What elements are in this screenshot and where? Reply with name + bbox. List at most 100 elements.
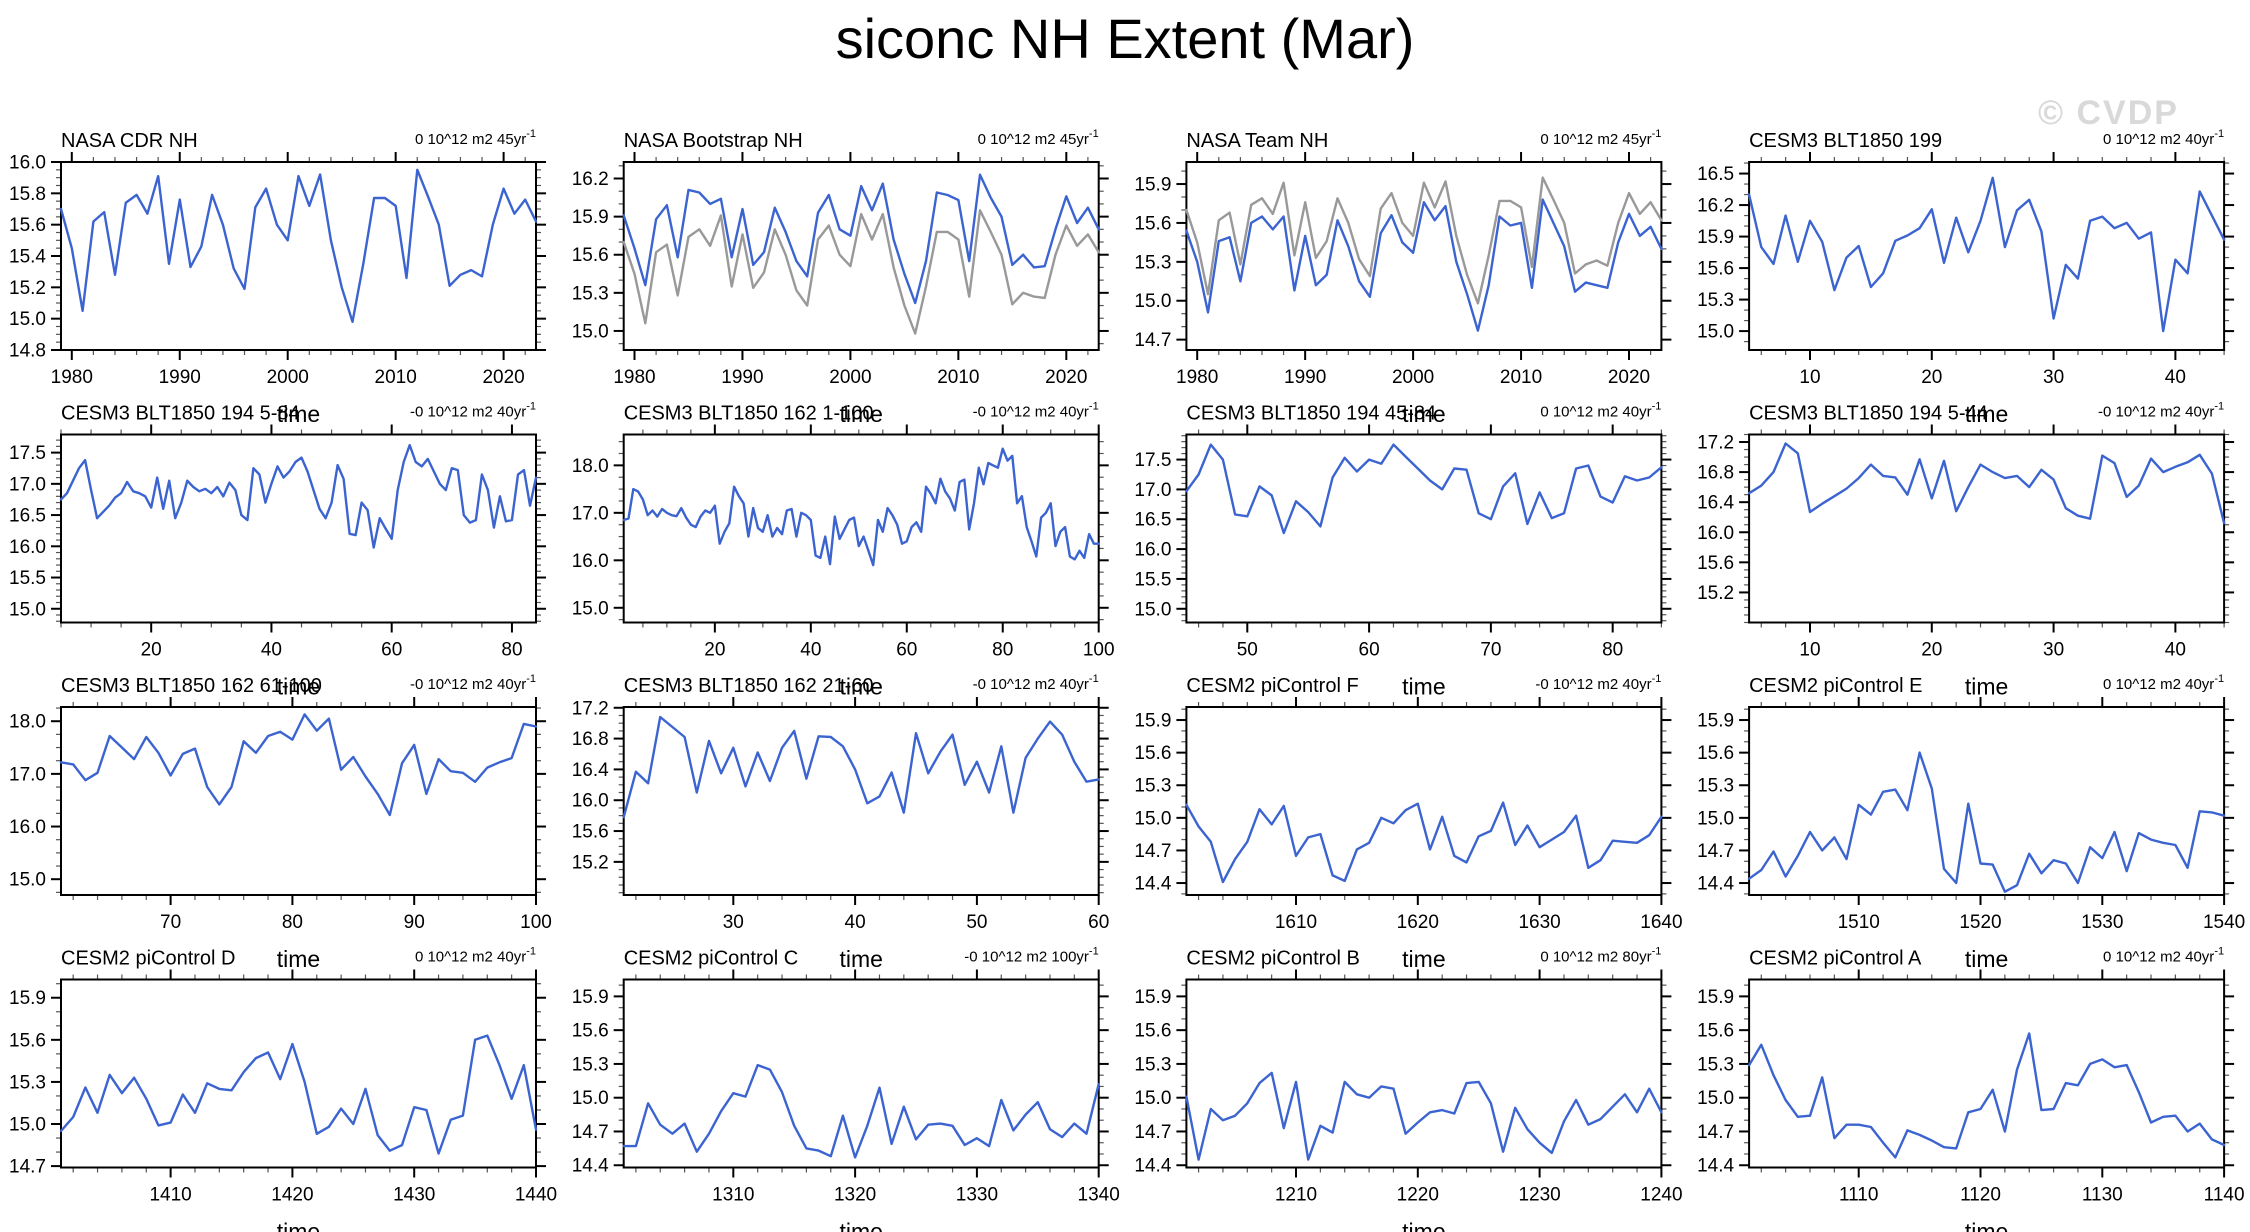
series-line-blue	[59, 168, 538, 323]
y-tick-label: 15.3	[572, 1054, 609, 1075]
plot-frame	[1185, 978, 1663, 1169]
x-tick-label: 1420	[271, 1185, 313, 1206]
x-tick-label: 100	[1083, 640, 1115, 661]
plot-frame	[1185, 706, 1663, 896]
x-tick-label: 2020	[1608, 367, 1650, 388]
y-tick-label: 14.7	[1134, 330, 1171, 351]
y-tick-label: 14.7	[572, 1122, 609, 1143]
x-tick-label: 1210	[1275, 1185, 1317, 1206]
series-line-blue	[1747, 751, 2226, 893]
x-tick-label: 1610	[1275, 912, 1317, 933]
trend-annotation: -0 10^12 m2 40yr-1	[410, 401, 536, 421]
y-tick-label: 17.5	[9, 443, 46, 464]
trend-annotation: 0 10^12 m2 40yr-1	[2103, 128, 2224, 148]
y-tick-label: 15.6	[1134, 743, 1171, 764]
x-tick-label: 2000	[267, 367, 309, 388]
series-line-blue	[1747, 176, 2226, 333]
y-tick-label: 15.9	[1134, 711, 1171, 732]
x-axis-label: time	[839, 1219, 882, 1232]
y-tick-label: 16.0	[9, 537, 46, 558]
plot-frame	[60, 161, 537, 351]
x-tick-label: 2010	[937, 367, 979, 388]
y-tick-label: 15.3	[1134, 776, 1171, 797]
y-tick-label: 15.6	[572, 822, 609, 843]
x-tick-label: 1440	[515, 1185, 557, 1206]
chart-panel: 1980 1990 2000 2010 2020 14.8 15.0 15.2 15.4 15.6…	[9, 128, 546, 427]
y-tick-label: 17.0	[9, 474, 46, 495]
plot-frame	[622, 706, 1100, 896]
cvdp-watermark: © CVDP	[2038, 94, 2179, 132]
series-line-blue	[1747, 1032, 2226, 1159]
chart-panel: 20 40 60 80 15.0 15.5 16.0 16.5 17.0 17.5 CESM3 BL…	[9, 401, 546, 700]
x-tick-label: 20	[141, 640, 162, 661]
x-tick-label: 30	[2043, 640, 2064, 661]
chart-panel: 70 80 90 100 15.0 16.0 17.0 18.0 CESM3 BLT1850 1…	[9, 673, 552, 972]
y-tick-label: 15.9	[1134, 987, 1171, 1008]
y-tick-label: 14.4	[1697, 1156, 1734, 1177]
y-tick-label: 15.6	[1134, 213, 1171, 234]
series-line-blue	[1185, 443, 1663, 535]
y-tick-label: 15.9	[1697, 711, 1734, 732]
x-tick-label: 1530	[2081, 912, 2123, 933]
x-tick-label: 60	[896, 640, 917, 661]
series-line-gray	[622, 209, 1100, 335]
panel-title: CESM3 BLT1850 162 21-60	[624, 675, 874, 697]
x-axis-label: time	[1402, 946, 1445, 972]
plot-frame	[1748, 161, 2226, 351]
y-tick-label: 14.4	[1134, 874, 1171, 895]
y-tick-label: 15.3	[1134, 252, 1171, 273]
y-tick-label: 15.0	[1134, 599, 1171, 620]
x-axis-label: time	[1965, 946, 2008, 972]
y-tick-label: 14.4	[1134, 1156, 1171, 1177]
plot-frame	[1748, 433, 2226, 624]
y-tick-label: 16.8	[572, 729, 609, 750]
y-tick-label: 15.5	[9, 568, 46, 589]
y-tick-label: 15.0	[1134, 808, 1171, 829]
x-tick-label: 1430	[393, 1185, 435, 1206]
series-line-blue	[59, 713, 538, 817]
y-tick-label: 16.0	[9, 817, 46, 838]
trend-annotation: -0 10^12 m2 40yr-1	[1535, 673, 1661, 693]
y-tick-label: 15.3	[1697, 290, 1734, 311]
panel-title: NASA CDR NH	[61, 130, 198, 152]
x-tick-label: 1320	[834, 1185, 876, 1206]
y-tick-label: 15.9	[1697, 227, 1734, 248]
y-tick-label: 18.0	[572, 456, 609, 477]
y-tick-label: 15.3	[1697, 1054, 1734, 1075]
trend-annotation: -0 10^12 m2 40yr-1	[973, 673, 1099, 693]
panel-title: CESM2 piControl D	[61, 948, 236, 970]
x-tick-label: 1410	[149, 1185, 191, 1206]
x-tick-label: 80	[1602, 640, 1623, 661]
y-tick-label: 15.9	[1697, 987, 1734, 1008]
y-tick-label: 16.8	[1697, 463, 1734, 484]
x-tick-label: 10	[1799, 367, 1820, 388]
plot-frame	[60, 706, 537, 896]
y-tick-label: 16.2	[1697, 196, 1734, 217]
chart-panel: 1310 1320 1330 1340 14.4 14.7 15.0 15.3 15.6 15.9…	[572, 946, 1120, 1232]
y-tick-label: 15.3	[1134, 1054, 1171, 1075]
x-tick-label: 1220	[1397, 1185, 1439, 1206]
plot-frame	[60, 978, 537, 1169]
x-tick-label: 20	[1921, 367, 1942, 388]
x-tick-label: 40	[2165, 640, 2186, 661]
chart-panel: 1210 1220 1230 1240 14.4 14.7 15.0 15.3 15.6 15.9…	[1134, 946, 1682, 1232]
y-tick-label: 16.4	[1697, 493, 1734, 514]
x-axis-label: time	[839, 946, 882, 972]
y-tick-label: 14.7	[1697, 841, 1734, 862]
y-tick-label: 16.4	[572, 760, 609, 781]
y-tick-label: 15.0	[1697, 322, 1734, 343]
x-tick-label: 80	[992, 640, 1013, 661]
x-tick-label: 1330	[956, 1185, 998, 1206]
y-tick-label: 14.4	[572, 1156, 609, 1177]
x-tick-label: 100	[520, 912, 552, 933]
y-tick-label: 15.5	[1134, 569, 1171, 590]
trend-annotation: -0 10^12 m2 40yr-1	[2098, 401, 2224, 421]
y-tick-label: 15.0	[572, 1088, 609, 1109]
y-tick-label: 15.6	[572, 245, 609, 266]
panel-title: NASA Bootstrap NH	[624, 130, 803, 152]
x-tick-label: 1540	[2203, 912, 2245, 933]
x-tick-label: 2000	[1392, 367, 1434, 388]
y-tick-label: 15.4	[9, 247, 46, 268]
y-tick-label: 15.0	[9, 1115, 46, 1136]
